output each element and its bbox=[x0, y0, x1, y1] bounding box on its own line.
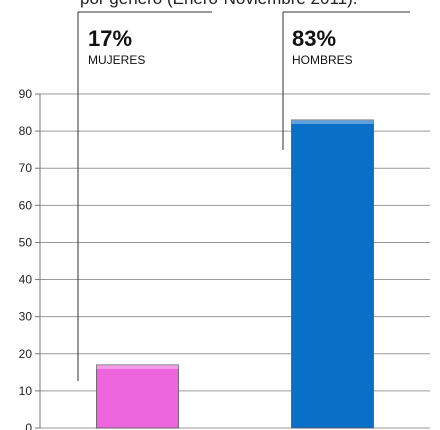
y-tick-label: 60 bbox=[19, 198, 33, 212]
y-axis-ticks: 0 10 20 30 40 50 60 70 80 90 bbox=[19, 87, 40, 430]
percent-label-hombres: 83% bbox=[292, 26, 336, 51]
y-tick-label: 70 bbox=[19, 161, 33, 175]
chart-title-fragment: por género (Enero-Noviembre 2011). bbox=[80, 0, 358, 8]
bar-mujeres bbox=[96, 364, 179, 429]
y-tick-label: 20 bbox=[19, 347, 33, 361]
bar-hombres bbox=[291, 119, 374, 429]
y-tick-label: 30 bbox=[19, 310, 33, 324]
category-label-mujeres: MUJERES bbox=[88, 53, 145, 67]
callouts: 17% MUJERES 83% HOMBRES bbox=[77, 11, 410, 381]
y-tick-label: 10 bbox=[19, 384, 33, 398]
category-label-hombres: HOMBRES bbox=[292, 53, 353, 67]
bar-highlight-mujeres bbox=[96, 364, 179, 369]
y-tick-label: 90 bbox=[19, 87, 33, 101]
percent-label-mujeres: 17% bbox=[88, 26, 132, 51]
bars bbox=[96, 119, 374, 429]
y-tick-label: 0 bbox=[25, 421, 32, 430]
y-tick-label: 50 bbox=[19, 235, 33, 249]
y-tick-label: 40 bbox=[19, 273, 33, 287]
bar-highlight-hombres bbox=[291, 119, 374, 124]
y-tick-label: 80 bbox=[19, 124, 33, 138]
